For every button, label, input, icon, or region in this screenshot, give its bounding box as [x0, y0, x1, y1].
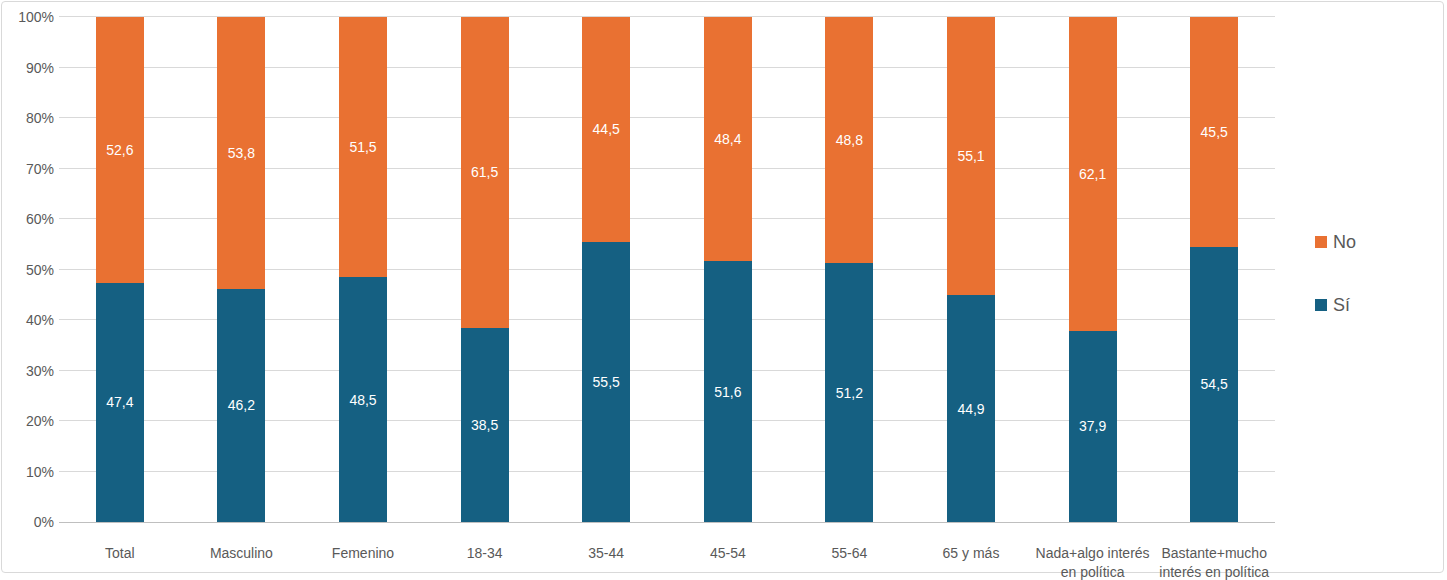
x-axis-category-label: Femenino: [302, 544, 424, 563]
legend-swatch-icon: [1315, 299, 1327, 311]
data-label-si: 38,5: [471, 417, 498, 433]
bar-7: 48,8 51,2: [825, 17, 873, 522]
bar-6: 48,4 51,6: [704, 17, 752, 522]
bar-5: 44,5 55,5: [582, 17, 630, 522]
x-axis-category-label: 65 y más: [910, 544, 1032, 563]
x-axis-line: [59, 522, 1275, 523]
bar-segment-no[interactable]: 45,5: [1190, 17, 1238, 247]
data-label-si: 37,9: [1079, 418, 1106, 434]
data-label-no: 52,6: [106, 142, 133, 158]
bar-segment-no[interactable]: 52,6: [96, 17, 144, 283]
data-label-si: 54,5: [1201, 376, 1228, 392]
data-label-si: 51,6: [714, 384, 741, 400]
bar-segment-si[interactable]: 37,9: [1069, 331, 1117, 522]
bar-segment-si[interactable]: 54,5: [1190, 247, 1238, 522]
bar-segment-no[interactable]: 53,8: [217, 17, 265, 289]
bar-segment-si[interactable]: 48,5: [339, 277, 387, 522]
x-axis-category-label: 45-54: [667, 544, 789, 563]
data-label-no: 48,8: [836, 132, 863, 148]
x-axis-category-label: 35-44: [545, 544, 667, 563]
bar-segment-no[interactable]: 55,1: [947, 17, 995, 295]
bar-segment-no[interactable]: 48,4: [704, 17, 752, 261]
bar-segment-no[interactable]: 61,5: [461, 17, 509, 328]
legend-swatch-icon: [1315, 236, 1327, 248]
bar-segment-si[interactable]: 55,5: [582, 242, 630, 522]
x-axis-category-label: 55-64: [789, 544, 911, 563]
plot-area: 0%10%20%30%40%50%60%70%80%90%100%52,647,…: [59, 17, 1275, 522]
bar-segment-no[interactable]: 51,5: [339, 17, 387, 277]
bar-1: 52,6 47,4: [96, 17, 144, 522]
data-label-si: 44,9: [957, 401, 984, 417]
bar-segment-si[interactable]: 51,6: [704, 261, 752, 522]
y-axis-tick-label: 100%: [6, 9, 54, 25]
y-axis-tick-label: 90%: [6, 60, 54, 76]
data-label-si: 48,5: [349, 392, 376, 408]
bar-10: 45,5 54,5: [1190, 17, 1238, 522]
bar-4: 61,5 38,5: [461, 17, 509, 522]
y-axis-tick-label: 20%: [6, 413, 54, 429]
data-label-si: 47,4: [106, 394, 133, 410]
bar-segment-no[interactable]: 44,5: [582, 17, 630, 242]
x-axis-category-label: Bastante+muchointerés en política: [1153, 544, 1275, 580]
data-label-no: 48,4: [714, 131, 741, 147]
data-label-si: 55,5: [593, 374, 620, 390]
legend: No Sí: [1315, 231, 1356, 316]
chart-frame: 0% 10% 20% 30% 40% 50% 60% 70% 80% 90% 100% 52,6 47,…: [1, 1, 1444, 573]
y-axis-tick-label: 70%: [6, 161, 54, 177]
data-label-no: 55,1: [957, 148, 984, 164]
y-axis-tick-label: 50%: [6, 262, 54, 278]
bar-3: 51,5 48,5: [339, 17, 387, 522]
legend-item-si[interactable]: Sí: [1315, 294, 1356, 316]
bar-segment-no[interactable]: 62,1: [1069, 17, 1117, 331]
data-label-si: 51,2: [836, 385, 863, 401]
data-label-no: 44,5: [593, 121, 620, 137]
y-axis-tick-label: 80%: [6, 110, 54, 126]
bar-segment-no[interactable]: 48,8: [825, 17, 873, 263]
bar-segment-si[interactable]: 51,2: [825, 263, 873, 522]
data-label-no: 61,5: [471, 164, 498, 180]
bar-8: 55,1 44,9: [947, 17, 995, 522]
bar-segment-si[interactable]: 46,2: [217, 289, 265, 522]
data-label-no: 51,5: [349, 139, 376, 155]
chart-canvas: 0% 10% 20% 30% 40% 50% 60% 70% 80% 90% 100% 52,6 47,…: [0, 0, 1447, 580]
y-axis-tick-label: 40%: [6, 312, 54, 328]
y-axis-tick-label: 0%: [6, 514, 54, 530]
bar-9: 62,1 37,9: [1069, 17, 1117, 522]
y-axis-tick-label: 30%: [6, 363, 54, 379]
bar-segment-si[interactable]: 47,4: [96, 283, 144, 522]
legend-label: No: [1333, 231, 1356, 253]
y-axis-tick-label: 10%: [6, 464, 54, 480]
x-axis-category-label: 18-34: [424, 544, 546, 563]
bar-2: 53,8 46,2: [217, 17, 265, 522]
x-axis-category-label: Total: [59, 544, 181, 563]
bar-segment-si[interactable]: 38,5: [461, 328, 509, 522]
x-axis-category-label: Nada+algo interésen política: [1032, 544, 1154, 580]
x-axis-category-label: Masculino: [181, 544, 303, 563]
legend-item-no[interactable]: No: [1315, 231, 1356, 253]
data-label-no: 62,1: [1079, 166, 1106, 182]
legend-label: Sí: [1333, 294, 1350, 316]
data-label-no: 45,5: [1201, 124, 1228, 140]
bar-segment-si[interactable]: 44,9: [947, 295, 995, 522]
y-axis-tick-label: 60%: [6, 211, 54, 227]
data-label-no: 53,8: [228, 145, 255, 161]
data-label-si: 46,2: [228, 397, 255, 413]
